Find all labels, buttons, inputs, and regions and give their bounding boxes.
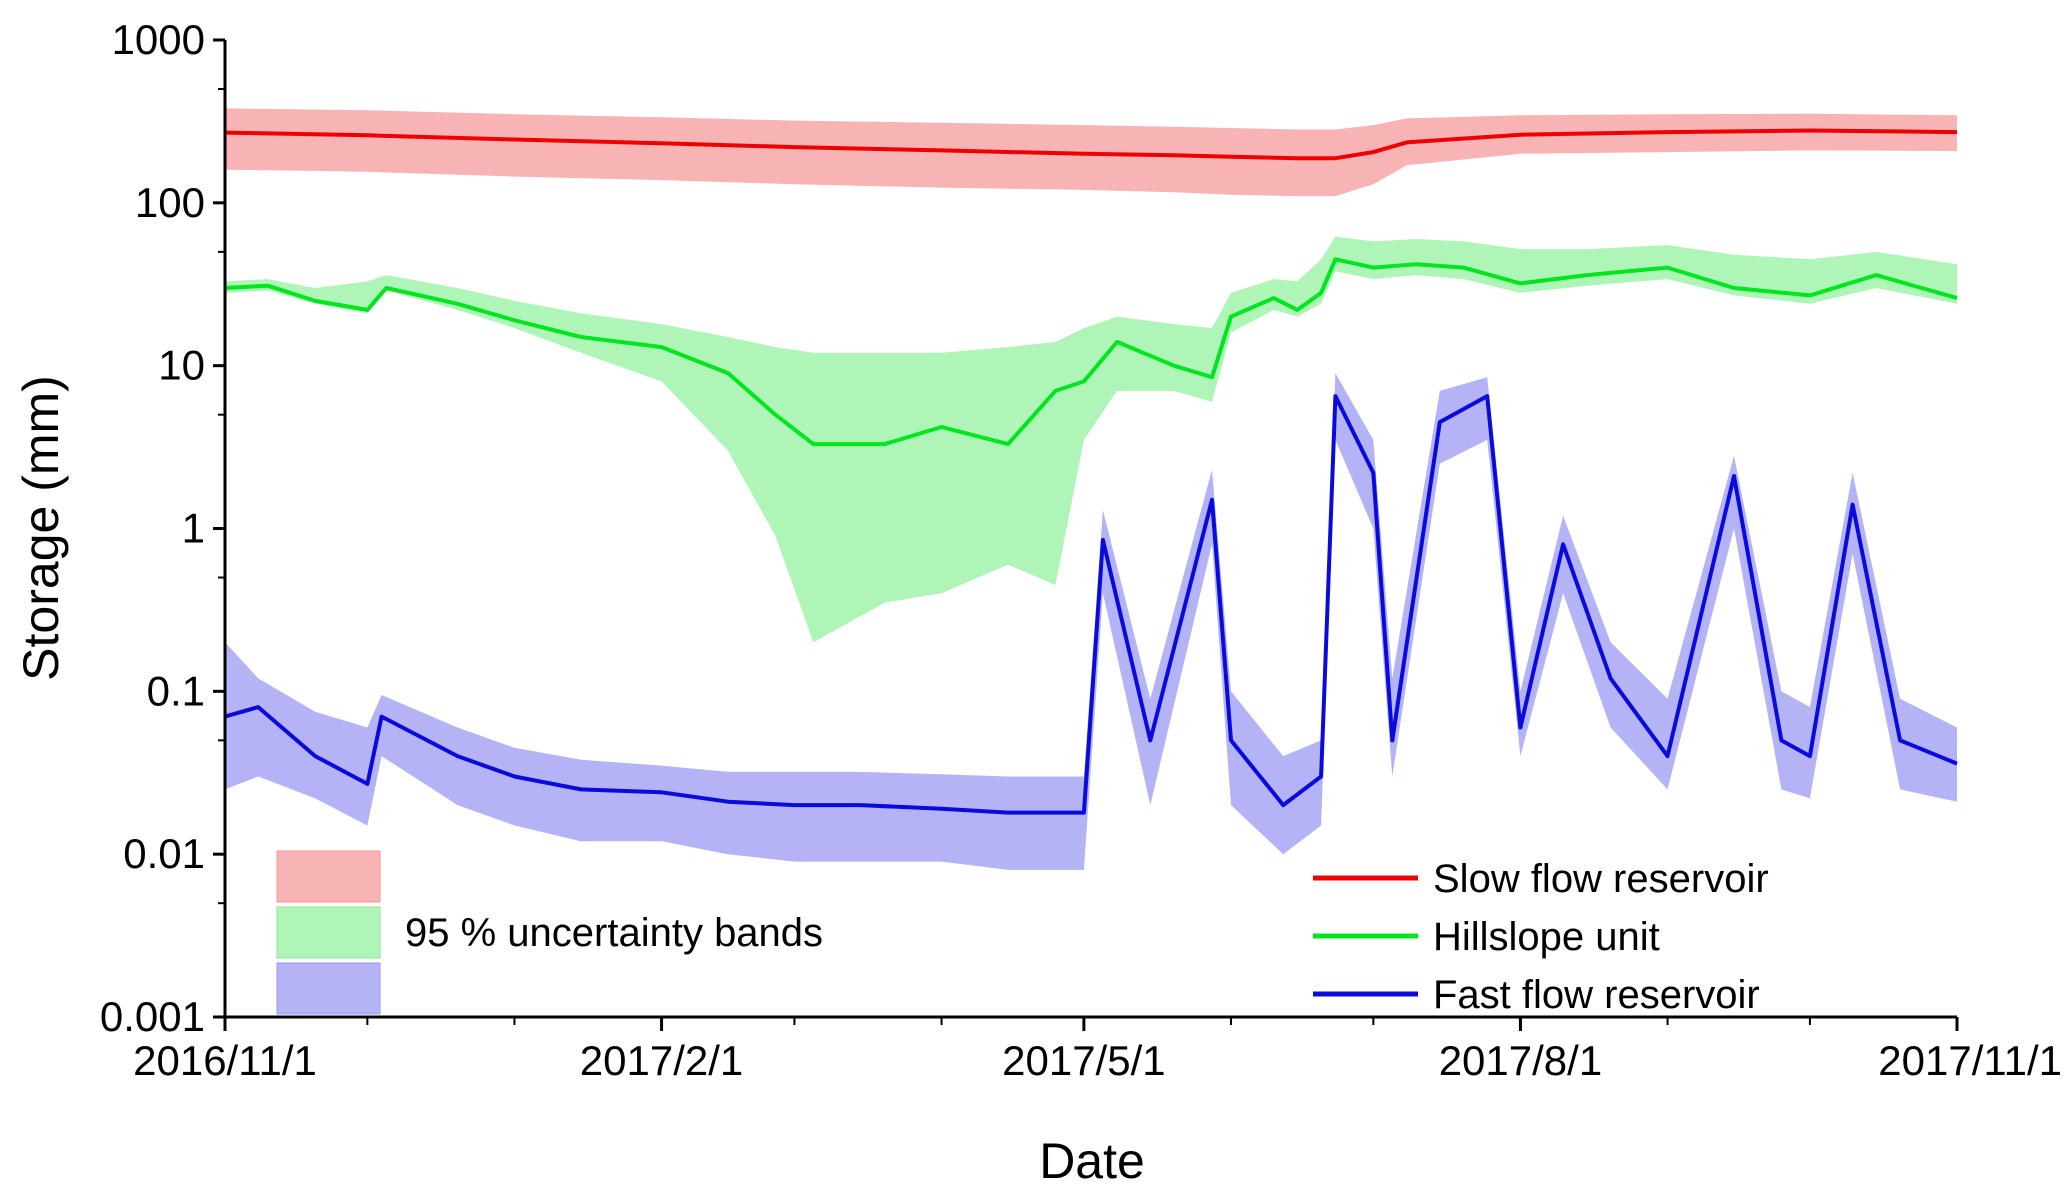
band-legend-label: 95 % uncertainty bands (405, 911, 823, 955)
x-tick-label-4: 2017/11/1 (1878, 1037, 2062, 1084)
band-legend-swatch-hillslope (276, 906, 381, 959)
x-tick-label-3: 2017/8/1 (1439, 1037, 1603, 1084)
legend-label-slow: Slow flow reservoir (1433, 857, 1769, 901)
y-tick-label-6: 1000 (112, 16, 205, 63)
series-lines (224, 128, 1958, 815)
y-tick-label-3: 1 (182, 505, 205, 552)
y-tick-label-1: 0.01 (123, 830, 205, 877)
legend-label-fast: Fast flow reservoir (1433, 973, 1760, 1017)
y-tick-label-4: 10 (158, 342, 205, 389)
uncertainty-bands (225, 108, 1957, 870)
band-hillslope (225, 236, 1957, 643)
x-axis-title: Date (1039, 1133, 1145, 1189)
band-fast (225, 373, 1957, 870)
line-fast (224, 394, 1958, 815)
y-tick-label-0: 0.001 (100, 993, 205, 1040)
line-legend: Slow flow reservoir Hillslope unit Fast … (1313, 857, 1769, 1017)
y-tick-label-2: 0.1 (147, 667, 205, 714)
band-legend: 95 % uncertainty bands (276, 850, 823, 1015)
line-slow (224, 128, 1958, 161)
x-tick-label-1: 2017/2/1 (580, 1037, 744, 1084)
y-tick-label-5: 100 (135, 179, 205, 226)
line-hillslope (224, 257, 1958, 447)
y-axis-title: Storage (mm) (13, 375, 69, 681)
band-legend-swatch-slow (276, 850, 381, 903)
x-ticks: 2016/11/1 2017/2/1 2017/5/1 2017/8/1 2017/11… (133, 1017, 2062, 1084)
y-ticks: 0.001 0.01 0.1 1 10 100 1000 (100, 16, 225, 1040)
x-tick-label-0: 2016/11/1 (133, 1037, 317, 1084)
band-legend-swatch-fast (276, 962, 381, 1015)
legend-label-hillslope: Hillslope unit (1433, 915, 1660, 959)
x-tick-label-2: 2017/5/1 (1002, 1037, 1166, 1084)
